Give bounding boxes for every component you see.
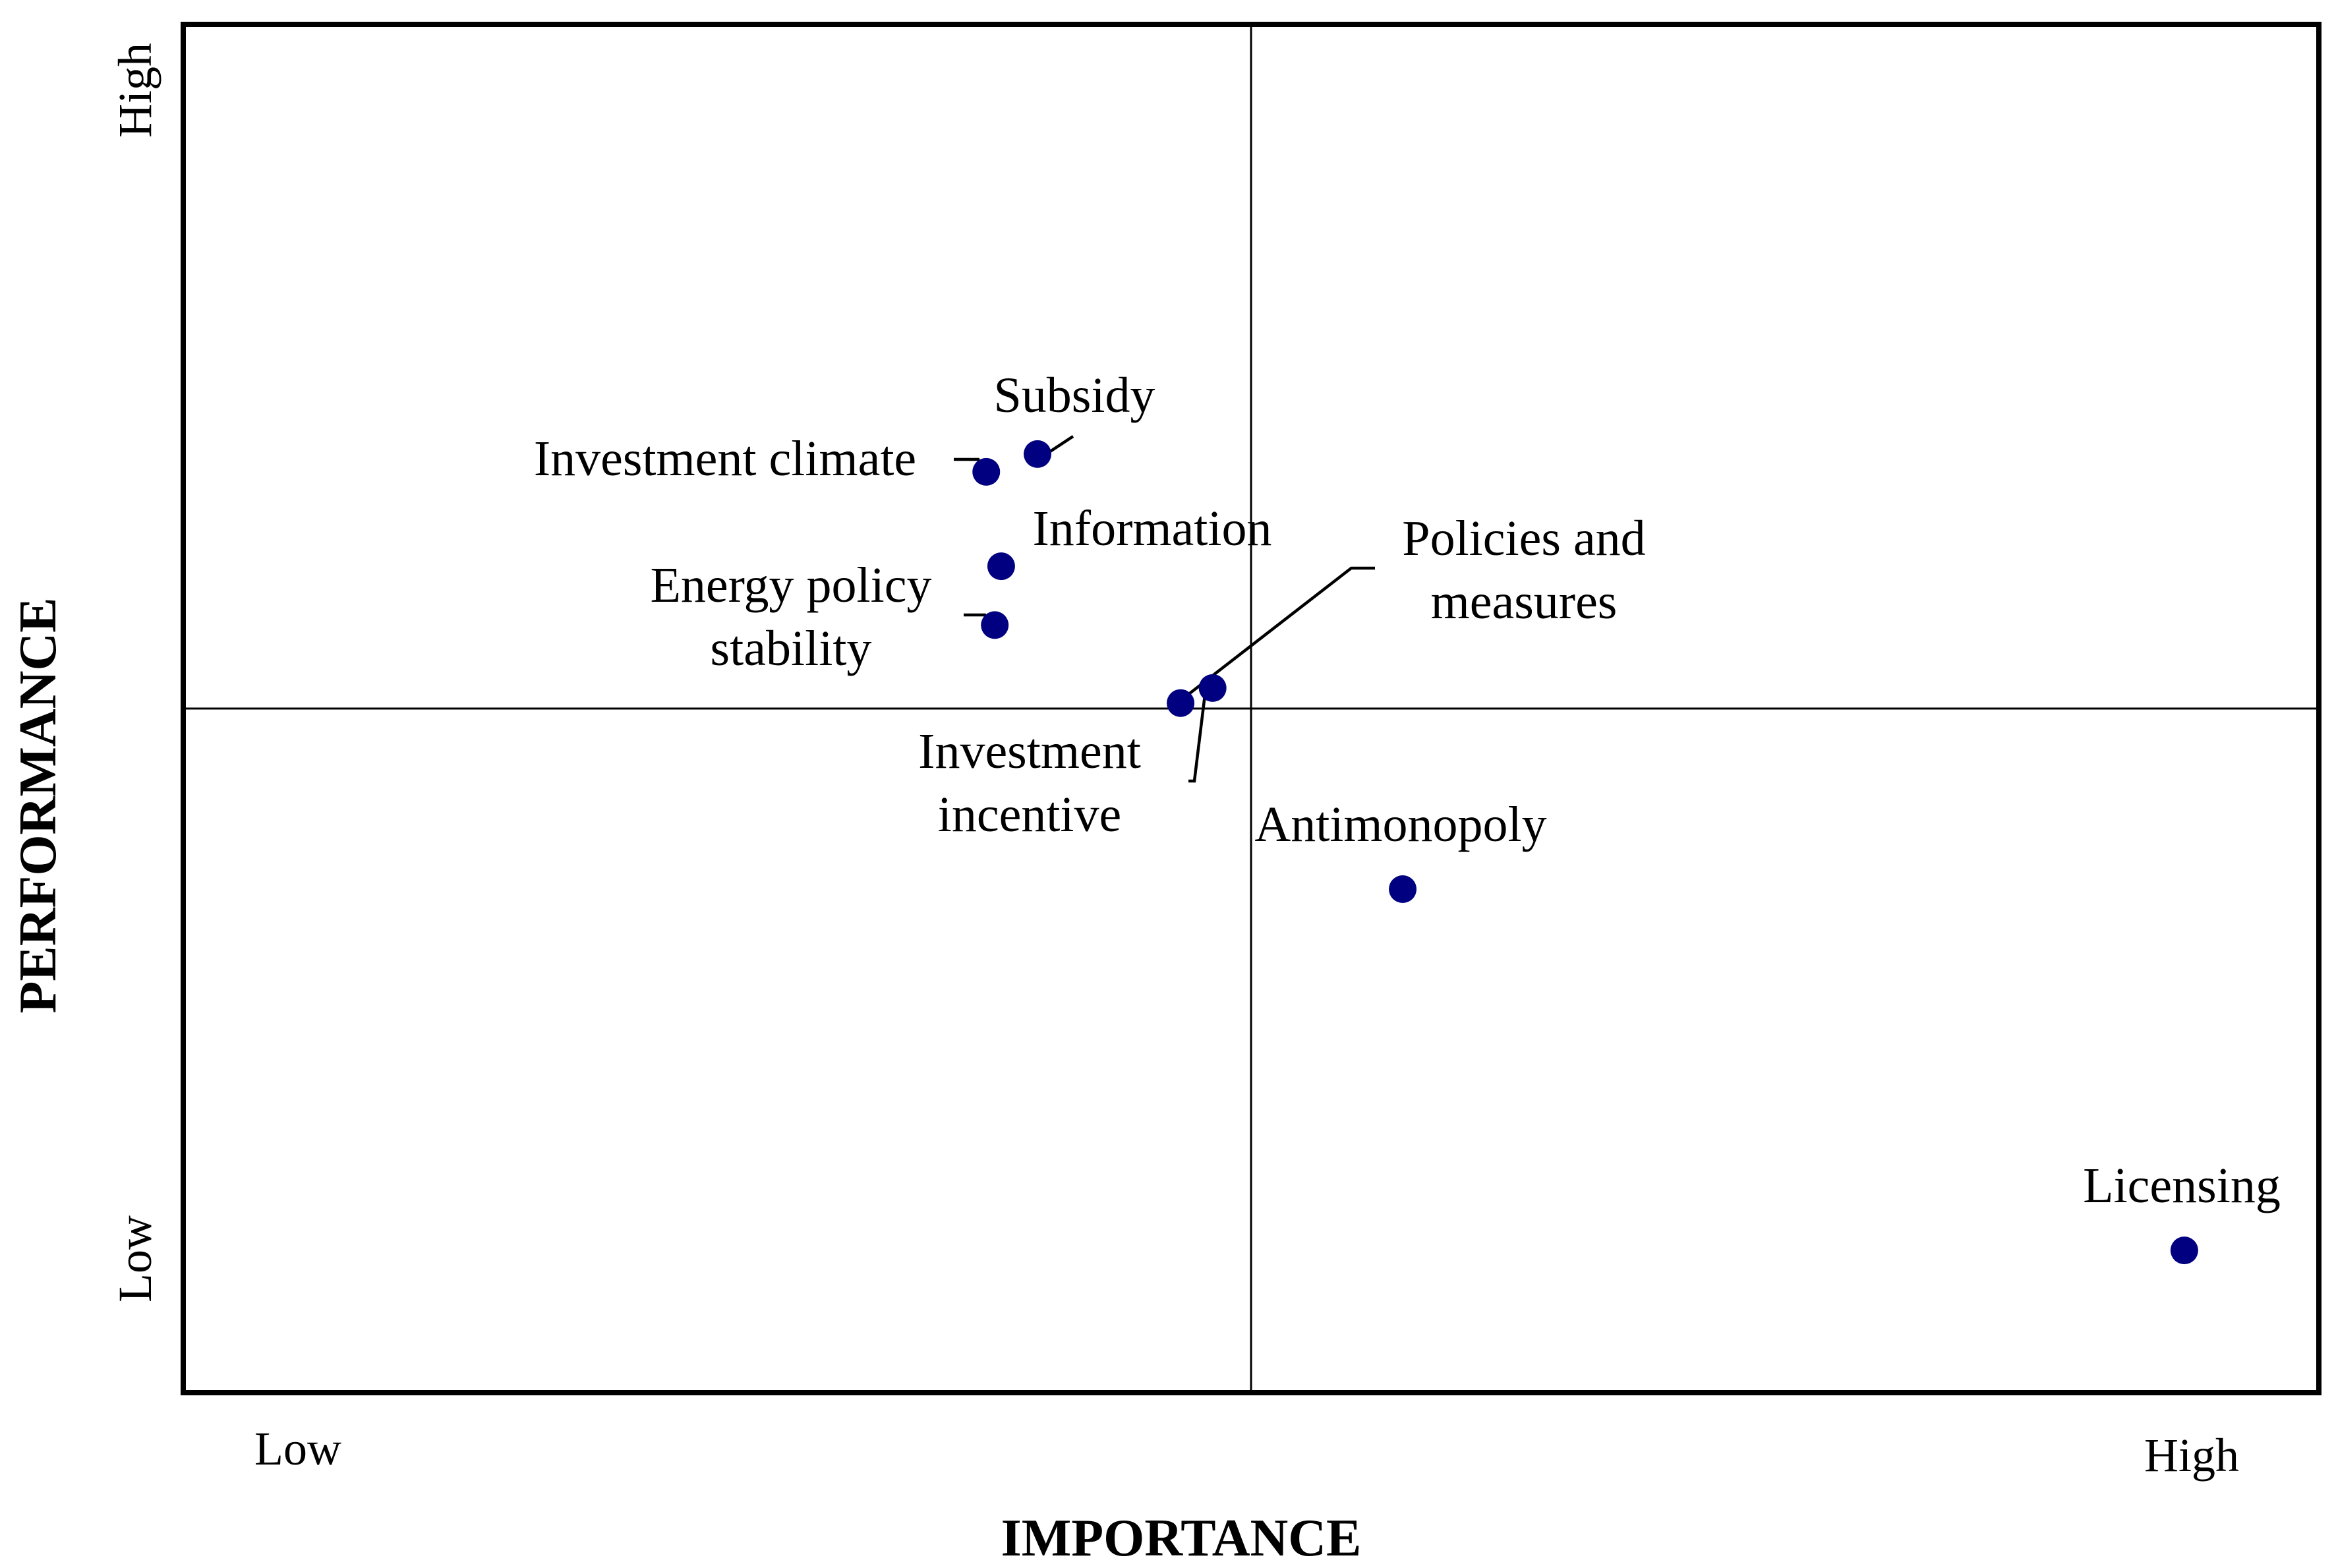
- y-tick-low: Low: [109, 1215, 161, 1302]
- data-points: [972, 440, 2198, 1265]
- data-point-policies-and-measures: [1198, 674, 1227, 702]
- label-investment-incentive-line-1: Investment: [918, 724, 1141, 779]
- label-information: Information: [1032, 501, 1271, 556]
- label-licensing: Licensing: [2083, 1158, 2281, 1213]
- label-investment-climate: Investment climate: [534, 431, 916, 486]
- label-investment-incentive: Investment incentive: [918, 724, 1141, 842]
- data-point-information: [987, 552, 1015, 581]
- leader-policies-and-measures: [1180, 566, 1375, 701]
- label-investment-incentive-line-2: incentive: [938, 787, 1122, 842]
- y-tick-high: High: [109, 43, 161, 138]
- data-point-subsidy: [1024, 440, 1051, 468]
- label-energy-policy-stability-line-1: Energy policy: [650, 558, 931, 613]
- label-energy-policy-stability: Energy policy stability: [650, 558, 931, 676]
- label-policies-and-measures-line-2: measures: [1431, 574, 1618, 629]
- data-point-energy-policy-stability: [981, 611, 1009, 639]
- label-antimonopoly: Antimonopoly: [1254, 797, 1546, 852]
- x-tick-high: High: [2144, 1429, 2239, 1482]
- data-point-investment-incentive: [1167, 689, 1195, 717]
- y-axis-title: PERFORMANCE: [9, 597, 67, 1013]
- data-point-antimonopoly: [1389, 875, 1417, 904]
- label-policies-and-measures: Policies and measures: [1402, 511, 1645, 629]
- label-energy-policy-stability-line-2: stability: [711, 621, 872, 676]
- data-point-licensing: [2170, 1236, 2198, 1265]
- label-subsidy: Subsidy: [994, 368, 1155, 423]
- label-policies-and-measures-line-1: Policies and: [1402, 511, 1645, 566]
- x-tick-low: Low: [254, 1422, 341, 1475]
- leader-investment-incentive: [1188, 689, 1208, 783]
- point-labels: Subsidy Investment climate Information E…: [534, 368, 2281, 1213]
- data-point-investment-climate: [972, 457, 1001, 486]
- x-axis-title: IMPORTANCE: [1001, 1509, 1362, 1567]
